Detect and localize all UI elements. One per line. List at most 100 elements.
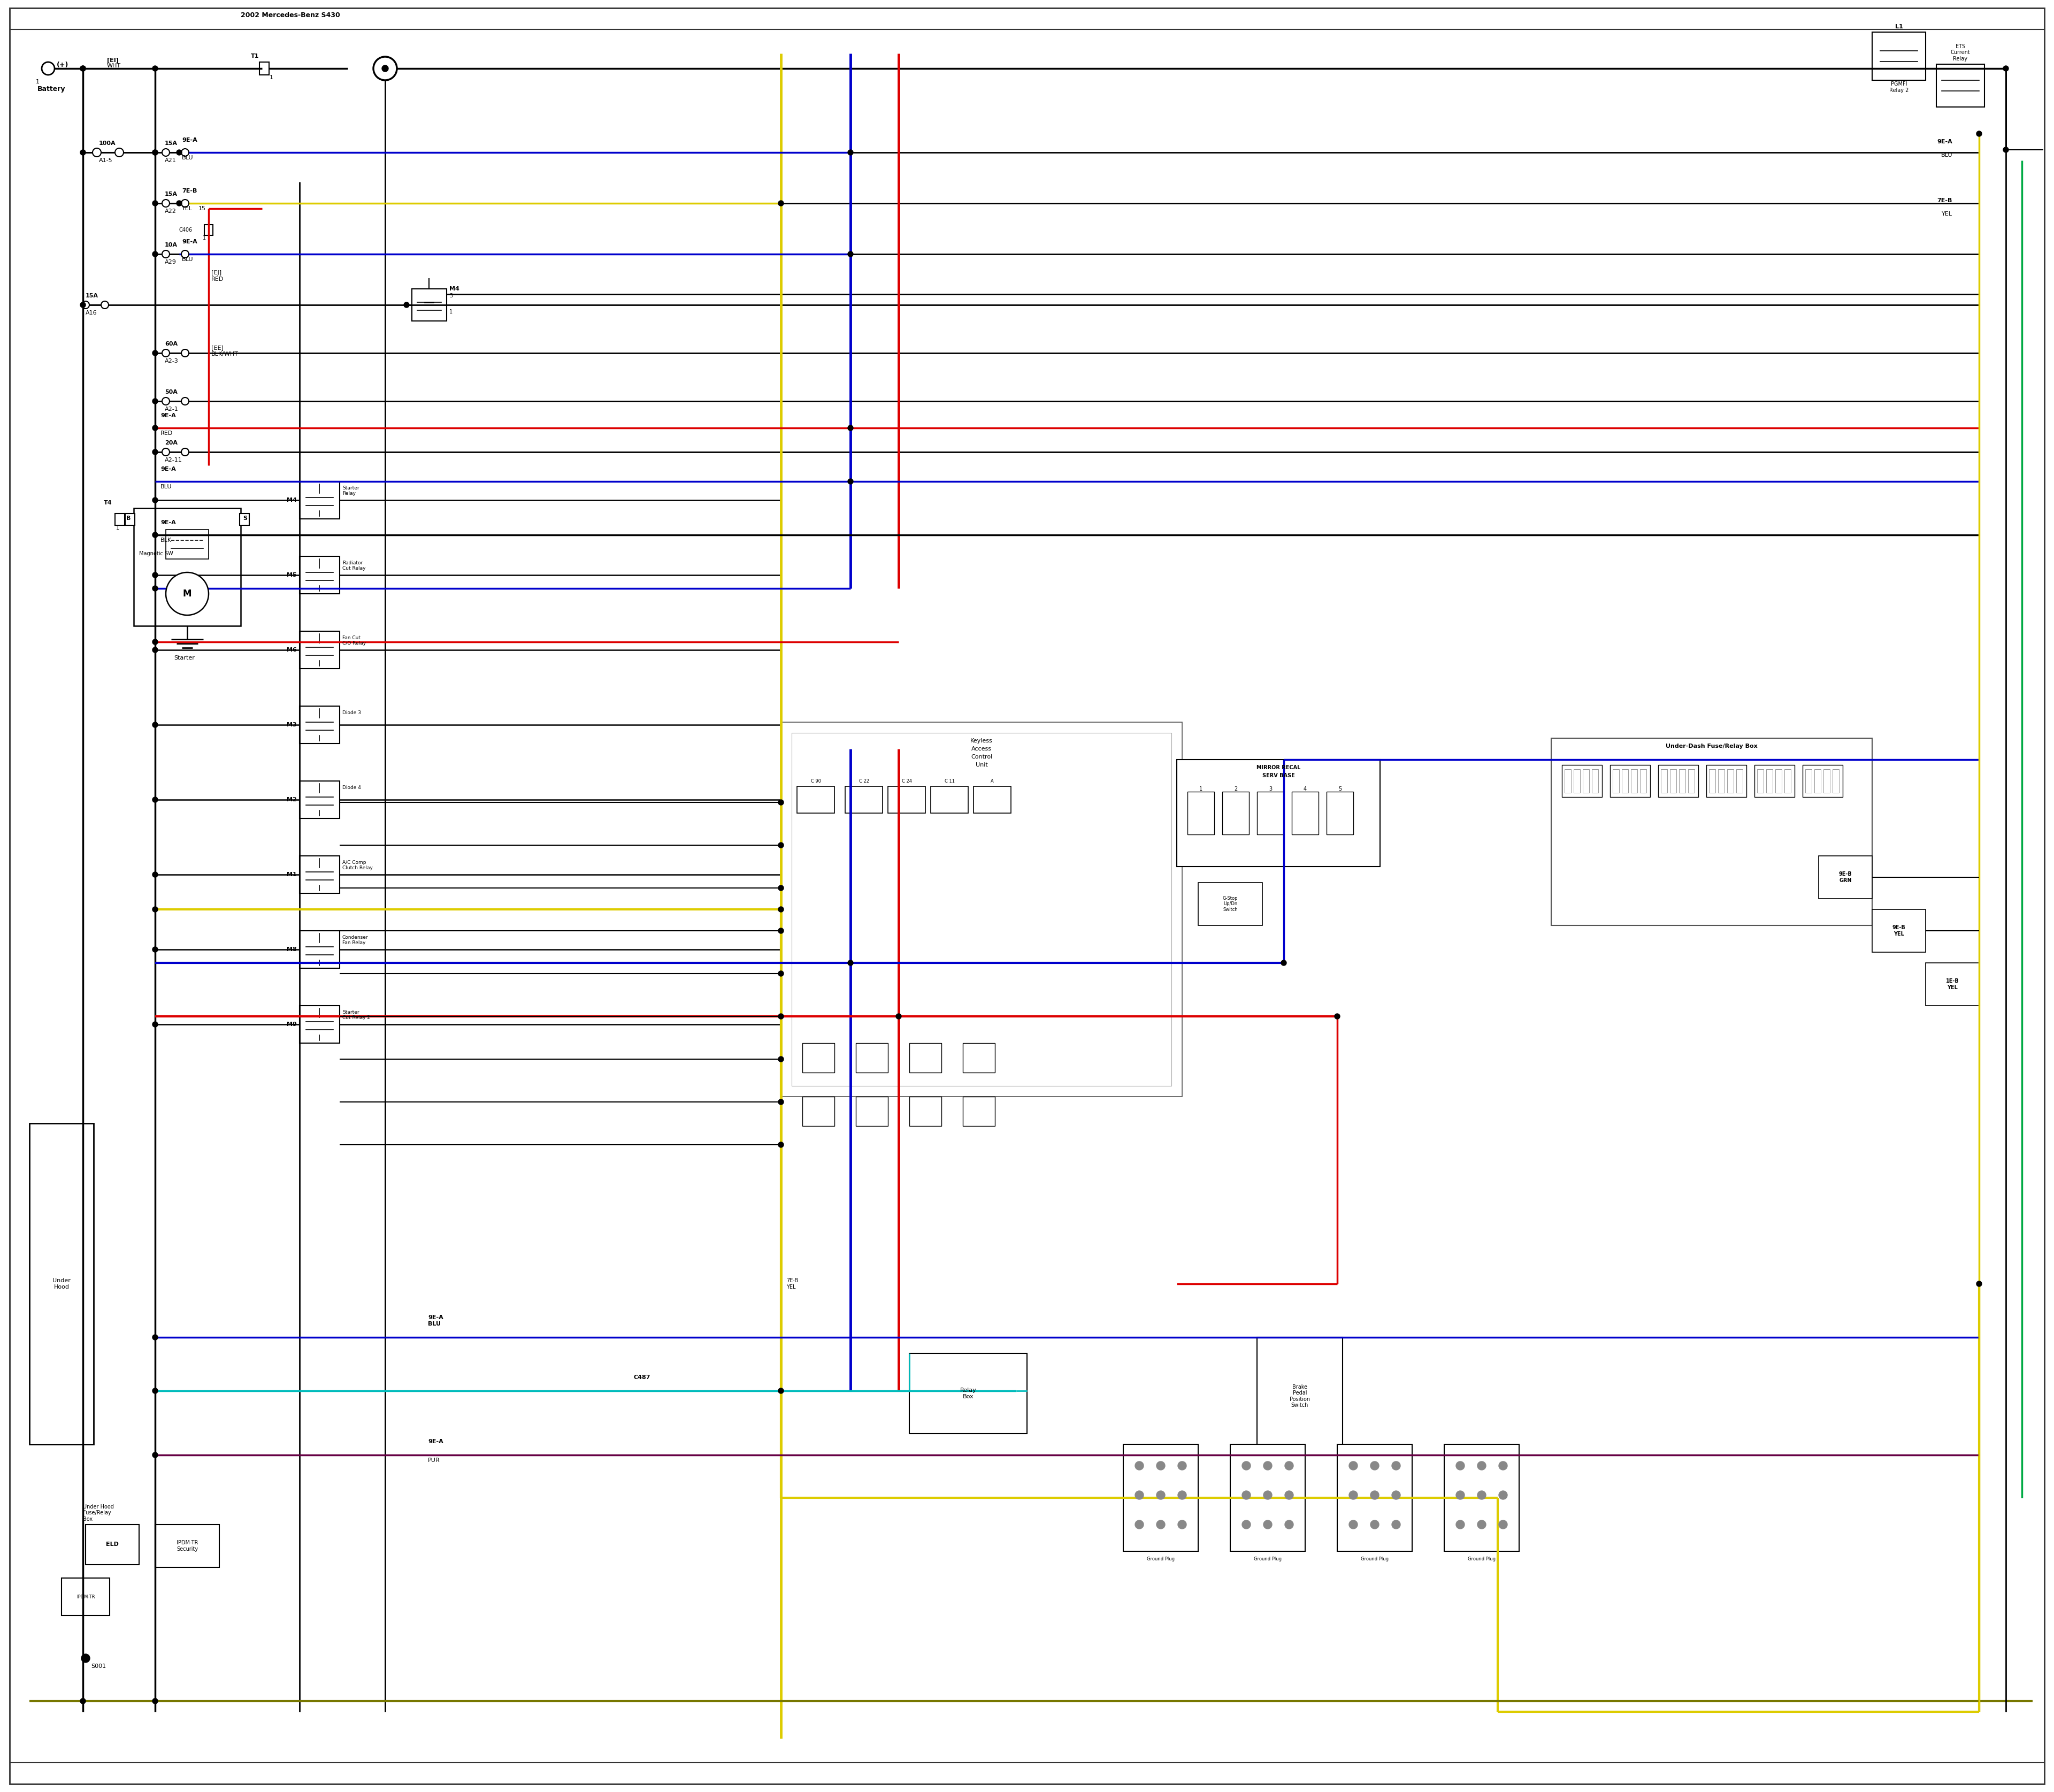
Bar (156, 1525, 220, 1568)
Bar (1937, 65, 1984, 108)
Text: M: M (183, 590, 191, 599)
Text: Relay
Box: Relay Box (959, 1387, 976, 1400)
Text: A2-3: A2-3 (164, 358, 179, 364)
Circle shape (1243, 1462, 1251, 1469)
Text: 1: 1 (35, 79, 39, 84)
Text: 1: 1 (203, 235, 205, 240)
Circle shape (1456, 1462, 1465, 1469)
Circle shape (778, 885, 785, 891)
Circle shape (80, 1699, 86, 1704)
Bar (797, 787, 834, 814)
Circle shape (152, 907, 158, 912)
Text: 2002 Mercedes-Benz S430: 2002 Mercedes-Benz S430 (240, 13, 341, 18)
Circle shape (152, 722, 158, 728)
Circle shape (1976, 1281, 1982, 1287)
Circle shape (152, 425, 158, 430)
Circle shape (1286, 1462, 1294, 1469)
Bar (1803, 765, 1842, 797)
Circle shape (1156, 1520, 1165, 1529)
Bar (1337, 1444, 1413, 1552)
Text: M8: M8 (288, 946, 298, 952)
Circle shape (1477, 1462, 1485, 1469)
Bar (1222, 792, 1249, 835)
Text: C 90: C 90 (811, 780, 822, 783)
Text: T1: T1 (251, 54, 259, 59)
Text: MIRROR RECAL: MIRROR RECAL (1257, 765, 1300, 771)
Circle shape (778, 1098, 785, 1104)
Text: A21: A21 (164, 158, 177, 163)
Text: M4: M4 (450, 287, 460, 292)
Text: YEL: YEL (1941, 211, 1953, 217)
Bar (1610, 765, 1649, 797)
Circle shape (1263, 1462, 1271, 1469)
Bar (1561, 765, 1602, 797)
Circle shape (152, 201, 158, 206)
Bar (1584, 769, 1590, 792)
Bar (1766, 769, 1773, 792)
Circle shape (162, 149, 170, 156)
Text: RED: RED (160, 430, 173, 435)
Bar (1754, 765, 1795, 797)
Bar (887, 787, 926, 814)
Text: 1: 1 (450, 310, 452, 315)
Text: A22: A22 (164, 208, 177, 213)
Text: M9: M9 (288, 1021, 298, 1027)
Text: PUR: PUR (427, 1457, 440, 1462)
Bar (791, 733, 1171, 1086)
Text: WHT: WHT (107, 63, 121, 68)
Text: A16: A16 (86, 310, 97, 315)
Bar (300, 556, 339, 593)
Bar (1727, 769, 1734, 792)
Circle shape (181, 149, 189, 156)
Text: Under Hood
Fuse/Relay
Box: Under Hood Fuse/Relay Box (82, 1503, 113, 1521)
Text: 15: 15 (199, 206, 205, 211)
Bar (1631, 769, 1637, 792)
Bar (259, 63, 269, 75)
Circle shape (152, 450, 158, 455)
Circle shape (1456, 1491, 1465, 1500)
Bar (1678, 769, 1686, 792)
Text: A2-1: A2-1 (164, 407, 179, 412)
Circle shape (1370, 1491, 1378, 1500)
Circle shape (1349, 1491, 1358, 1500)
Text: Ground Plug: Ground Plug (1253, 1557, 1282, 1561)
Text: M4: M4 (288, 498, 298, 504)
Text: A: A (990, 780, 994, 783)
Bar (1573, 769, 1580, 792)
Bar (413, 289, 446, 321)
Text: Under-Dash Fuse/Relay Box: Under-Dash Fuse/Relay Box (1666, 744, 1758, 749)
Text: 7E-B: 7E-B (183, 188, 197, 194)
Text: IPDM-TR: IPDM-TR (76, 1595, 94, 1598)
Circle shape (1477, 1491, 1485, 1500)
Text: L1: L1 (1896, 23, 1902, 29)
Circle shape (152, 1335, 158, 1340)
Text: A/C Comp
Clutch Relay: A/C Comp Clutch Relay (343, 860, 372, 871)
Circle shape (1136, 1462, 1144, 1469)
Circle shape (896, 1014, 902, 1020)
Bar (1592, 769, 1598, 792)
Text: 9E-A: 9E-A (160, 520, 177, 525)
Text: Control: Control (972, 754, 992, 760)
Circle shape (82, 301, 88, 308)
Circle shape (152, 1699, 158, 1704)
Circle shape (778, 1142, 785, 1147)
Circle shape (162, 199, 170, 208)
Text: Starter
Cut Relay 2: Starter Cut Relay 2 (343, 1011, 370, 1020)
Bar (1187, 792, 1214, 835)
Circle shape (177, 201, 183, 206)
Bar (1444, 1444, 1520, 1552)
Text: M1: M1 (288, 873, 298, 878)
Circle shape (405, 303, 409, 308)
Text: A29: A29 (164, 260, 177, 265)
Text: Starter
Relay: Starter Relay (343, 486, 359, 496)
Text: BLU: BLU (183, 156, 193, 161)
Text: (+): (+) (58, 61, 68, 68)
Text: G-Stop
Up/Dn
Switch: G-Stop Up/Dn Switch (1222, 896, 1239, 912)
Circle shape (1263, 1491, 1271, 1500)
Circle shape (1477, 1520, 1485, 1529)
Bar (910, 1043, 941, 1073)
Text: [EJ]: [EJ] (212, 271, 222, 276)
Bar (1292, 792, 1319, 835)
Circle shape (1499, 1520, 1508, 1529)
Circle shape (152, 586, 158, 591)
